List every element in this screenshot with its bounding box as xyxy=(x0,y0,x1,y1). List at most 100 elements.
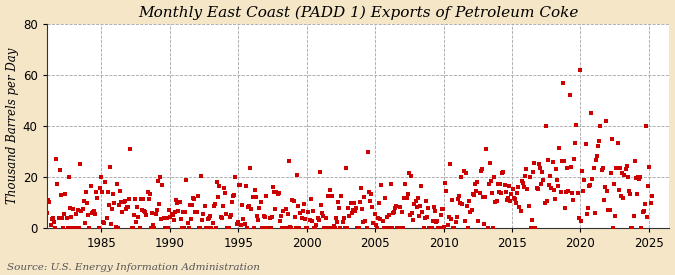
Point xyxy=(346,211,357,215)
Point xyxy=(214,183,225,188)
Point xyxy=(576,219,587,223)
Point xyxy=(326,226,337,230)
Point xyxy=(628,213,639,218)
Point xyxy=(434,226,445,230)
Point xyxy=(151,208,162,212)
Point xyxy=(59,212,70,216)
Point xyxy=(335,226,346,230)
Point xyxy=(457,202,468,207)
Point xyxy=(525,226,536,230)
Point xyxy=(578,189,589,194)
Point xyxy=(123,205,134,209)
Point xyxy=(344,214,355,218)
Point xyxy=(333,199,344,204)
Point xyxy=(189,197,200,202)
Point xyxy=(612,141,623,145)
Point xyxy=(522,187,533,191)
Point xyxy=(515,208,526,213)
Point xyxy=(462,226,473,230)
Point xyxy=(359,194,370,199)
Point xyxy=(261,194,271,198)
Point xyxy=(187,202,198,207)
Point xyxy=(44,199,55,204)
Point xyxy=(297,209,308,213)
Point xyxy=(619,173,630,177)
Point xyxy=(564,93,575,98)
Point xyxy=(566,191,577,195)
Point xyxy=(290,226,301,230)
Point xyxy=(255,199,266,204)
Point xyxy=(345,201,356,205)
Point xyxy=(163,226,173,230)
Point xyxy=(604,208,615,213)
Point xyxy=(263,226,274,230)
Point xyxy=(429,209,440,213)
Point xyxy=(350,209,360,213)
Point xyxy=(190,210,201,214)
Point xyxy=(371,223,381,228)
Point xyxy=(409,202,420,207)
Point xyxy=(126,226,137,230)
Point xyxy=(47,215,58,220)
Point xyxy=(419,216,430,220)
Point xyxy=(84,226,95,230)
Point xyxy=(65,214,76,219)
Point xyxy=(338,216,349,220)
Point xyxy=(69,226,80,230)
Point xyxy=(202,216,213,221)
Point xyxy=(55,193,66,197)
Point xyxy=(375,217,385,221)
Point xyxy=(541,199,552,203)
Point xyxy=(569,156,580,161)
Point xyxy=(459,218,470,223)
Point xyxy=(325,188,335,192)
Point xyxy=(470,189,481,194)
Point xyxy=(159,226,170,230)
Point xyxy=(610,214,620,218)
Point xyxy=(490,200,501,204)
Point xyxy=(496,191,507,196)
Point xyxy=(507,187,518,191)
Point xyxy=(238,217,249,222)
Point xyxy=(296,215,307,220)
Point xyxy=(225,213,236,218)
Point xyxy=(310,226,321,230)
Point xyxy=(142,190,153,194)
Point xyxy=(452,215,462,219)
Point xyxy=(53,216,64,220)
Point xyxy=(353,226,364,230)
Point xyxy=(512,191,522,196)
Point xyxy=(298,202,309,206)
Point xyxy=(207,221,218,226)
Point xyxy=(270,207,281,212)
Point xyxy=(82,200,92,205)
Point xyxy=(229,193,240,197)
Point xyxy=(55,168,65,172)
Point xyxy=(505,198,516,203)
Point xyxy=(150,212,161,216)
Point xyxy=(489,175,500,180)
Point xyxy=(221,211,232,216)
Point xyxy=(437,207,448,211)
Point xyxy=(80,190,91,194)
Point xyxy=(239,222,250,227)
Point xyxy=(252,213,263,218)
Point xyxy=(130,197,140,202)
Point xyxy=(260,214,271,219)
Point xyxy=(491,199,502,204)
Point xyxy=(437,207,448,212)
Point xyxy=(63,175,74,179)
Point xyxy=(111,182,122,186)
Point xyxy=(303,209,314,214)
Point xyxy=(320,216,331,221)
Point xyxy=(224,215,235,219)
Point xyxy=(336,194,347,198)
Point xyxy=(618,196,628,200)
Point xyxy=(328,224,339,229)
Point xyxy=(500,190,511,194)
Point xyxy=(609,182,620,186)
Point xyxy=(426,226,437,230)
Point xyxy=(404,171,414,175)
Point xyxy=(399,196,410,200)
Point xyxy=(176,216,186,221)
